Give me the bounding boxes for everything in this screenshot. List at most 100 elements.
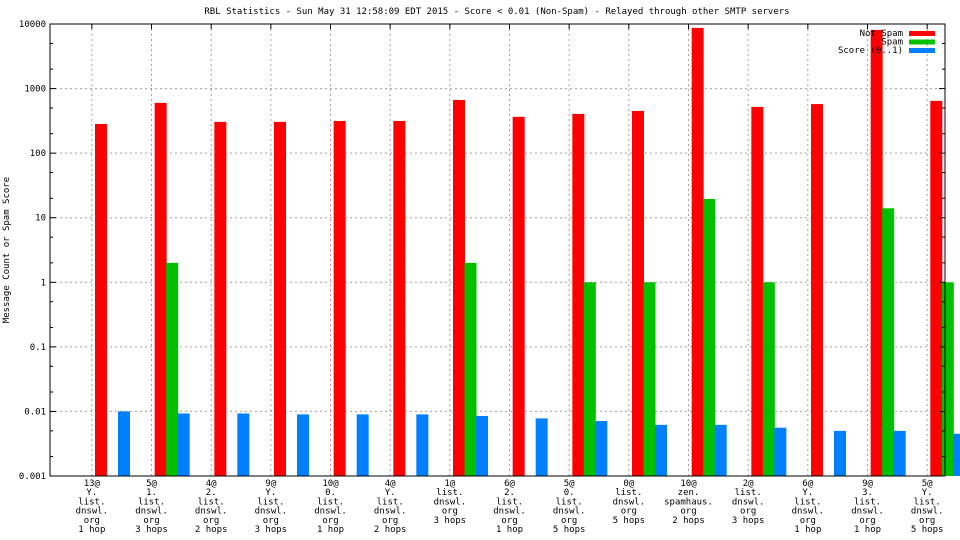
- bar-score-0-1-13: [893, 430, 906, 476]
- x-tick-label: list.: [914, 497, 941, 507]
- x-tick-label: Y.: [385, 488, 396, 498]
- y-tick-label: 10000: [19, 20, 46, 30]
- x-tick-label: 3 hops: [255, 525, 288, 535]
- x-tick-label: 2@: [743, 479, 754, 489]
- legend-swatch: [909, 39, 935, 45]
- x-tick-label: 5 hops: [613, 516, 646, 526]
- bar-not-spam-0: [95, 123, 107, 476]
- chart-title: RBL Statistics - Sun May 31 12:58:09 EDT…: [204, 7, 789, 17]
- x-tick-label: list.: [78, 497, 105, 507]
- x-tick-label: 9@: [265, 479, 276, 489]
- x-tick-label: 5@: [564, 479, 575, 489]
- x-tick-label: list.: [854, 497, 881, 507]
- legend-label: Spam: [881, 38, 903, 48]
- x-tick-label: org: [621, 507, 637, 517]
- x-tick-label: org: [203, 516, 219, 526]
- x-tick-label: 1.: [146, 488, 157, 498]
- bar-spam-8: [583, 282, 596, 476]
- x-tick-label: Y.: [86, 488, 97, 498]
- x-tick-label: 4@: [206, 479, 217, 489]
- x-tick-label: 1@: [444, 479, 455, 489]
- x-tick-label: org: [263, 516, 279, 526]
- bar-not-spam-11: [751, 106, 764, 477]
- bar-not-spam-3: [274, 121, 286, 477]
- x-tick-label: dnswl.: [553, 507, 586, 517]
- x-tick-label: 1 hop: [854, 525, 881, 535]
- bar-not-spam-7: [512, 116, 525, 476]
- bar-spam-10: [703, 198, 716, 477]
- x-tick-label: list.: [735, 488, 762, 498]
- x-tick-label: dnswl.: [792, 507, 825, 517]
- x-tick-label: dnswl.: [493, 507, 526, 517]
- x-tick-label: spamhaus.: [664, 497, 713, 507]
- x-tick-label: org: [859, 516, 875, 526]
- x-tick-label: dnswl.: [374, 507, 407, 517]
- legend-label: Score (0..1): [838, 46, 903, 56]
- bar-spam-9: [643, 282, 656, 476]
- x-tick-label: dnswl.: [434, 497, 467, 507]
- x-tick-label: 1 hop: [496, 525, 523, 535]
- x-tick-label: 10@: [680, 479, 697, 489]
- x-tick-label: dnswl.: [613, 497, 646, 507]
- x-tick-label: org: [442, 507, 458, 517]
- x-tick-label: 6@: [802, 479, 813, 489]
- bars: [95, 27, 960, 477]
- x-tick-label: list.: [198, 497, 225, 507]
- x-tick-label: 3 hops: [135, 525, 168, 535]
- bar-not-spam-12: [811, 104, 823, 476]
- bar-not-spam-9: [632, 110, 644, 476]
- x-tick-label: org: [919, 516, 935, 526]
- y-tick-label: 100: [30, 149, 46, 159]
- x-tick-label: org: [501, 516, 517, 526]
- x-tick-label: 3 hops: [732, 516, 765, 526]
- x-tick-label: 5 hops: [553, 525, 586, 535]
- x-tick-label: list.: [317, 497, 344, 507]
- x-tick-label: zen.: [678, 488, 700, 498]
- x-tick-label: dnswl.: [732, 497, 765, 507]
- bar-spam-6: [464, 262, 477, 476]
- x-tick-label: org: [680, 507, 696, 517]
- x-tick-label: org: [800, 516, 816, 526]
- x-tick-label: org: [143, 516, 159, 526]
- x-tick-label: list.: [257, 497, 284, 507]
- bar-not-spam-13: [870, 29, 883, 477]
- x-tick-label: 3 hops: [434, 516, 467, 526]
- x-tick-label: Y.: [922, 488, 933, 498]
- bar-score-0-1-11: [774, 427, 787, 476]
- x-tick-label: 2 hops: [195, 525, 228, 535]
- x-tick-label: list.: [377, 497, 404, 507]
- x-tick-label: 5@: [146, 479, 157, 489]
- bar-score-0-1-5: [416, 414, 429, 476]
- bar-not-spam-1: [154, 102, 167, 477]
- gridlines: [50, 24, 945, 476]
- x-tick-label: dnswl.: [911, 507, 944, 517]
- bar-not-spam-4: [333, 120, 346, 476]
- bar-not-spam-8: [572, 113, 585, 477]
- x-tick-label: org: [561, 516, 577, 526]
- bar-score-0-1-6: [476, 415, 488, 476]
- bar-score-0-1-10: [714, 424, 727, 476]
- bar-score-0-1-2: [237, 413, 250, 476]
- x-tick-label: 1 hop: [794, 525, 821, 535]
- x-tick-label: list.: [615, 488, 642, 498]
- bar-spam-11: [762, 282, 775, 476]
- bar-not-spam-14: [930, 100, 943, 476]
- y-tick-labels: 0.001 0.01 0.1 1 10 100 1000 10000: [19, 20, 46, 482]
- axes: [49, 23, 946, 477]
- x-tick-label: list.: [138, 497, 165, 507]
- x-tick-label: dnswl.: [135, 507, 168, 517]
- bar-score-0-1-1: [177, 413, 190, 476]
- bar-spam-13: [882, 208, 895, 476]
- x-tick-label: Y.: [265, 488, 276, 498]
- bar-score-0-1-8: [595, 421, 608, 476]
- x-tick-label: dnswl.: [851, 507, 884, 517]
- x-tick-label: dnswl.: [314, 507, 347, 517]
- x-tick-label: 2 hops: [672, 516, 705, 526]
- x-tick-label: 0.: [325, 488, 336, 498]
- y-tick-label: 0.1: [30, 343, 46, 353]
- y-tick-label: 10: [35, 214, 46, 224]
- x-tick-label: 3.: [862, 488, 873, 498]
- x-tick-label: 5 hops: [911, 525, 944, 535]
